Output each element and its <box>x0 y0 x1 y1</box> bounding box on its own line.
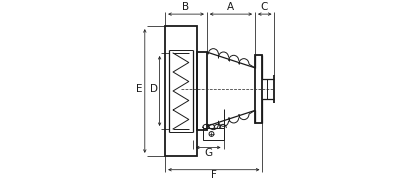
Bar <box>165 26 196 156</box>
Text: F: F <box>210 170 216 180</box>
Text: A: A <box>227 2 234 12</box>
Text: G: G <box>204 148 212 158</box>
Text: B: B <box>182 2 189 12</box>
Text: E: E <box>136 84 142 94</box>
Bar <box>202 128 223 140</box>
Bar <box>196 52 207 130</box>
Text: D: D <box>150 84 158 94</box>
Text: C: C <box>260 2 267 12</box>
Bar <box>254 55 262 123</box>
